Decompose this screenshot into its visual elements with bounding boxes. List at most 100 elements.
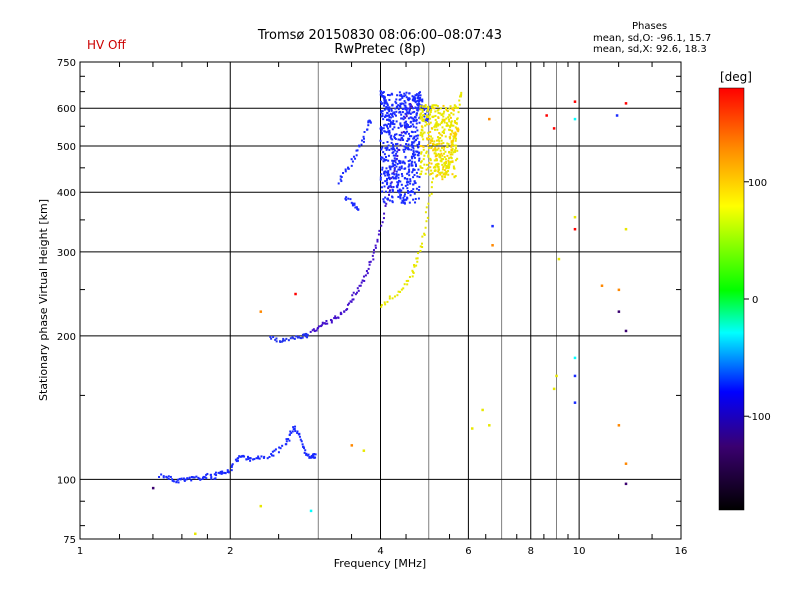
trace-point bbox=[330, 319, 333, 322]
cloud-point bbox=[439, 156, 442, 159]
cloud-point bbox=[384, 100, 387, 103]
trace-point bbox=[360, 143, 363, 146]
cloud-point bbox=[395, 98, 398, 101]
trace-point bbox=[342, 172, 345, 175]
trace-point bbox=[354, 206, 357, 209]
cloud-point bbox=[398, 105, 401, 108]
cloud-point bbox=[444, 150, 447, 153]
trace-point bbox=[425, 220, 428, 223]
cloud-point bbox=[394, 100, 397, 103]
trace-point bbox=[419, 245, 422, 248]
y-tick-label: 500 bbox=[57, 142, 76, 153]
cloud-point bbox=[441, 168, 444, 171]
scatter-point bbox=[151, 486, 155, 490]
scatter-point bbox=[617, 310, 621, 313]
cloud-point bbox=[388, 110, 391, 113]
trace-point bbox=[395, 165, 398, 168]
trace-point bbox=[400, 288, 403, 291]
trace-point bbox=[354, 157, 357, 160]
trace-point bbox=[195, 475, 198, 478]
scatter-point bbox=[481, 408, 484, 412]
trace-point bbox=[415, 126, 418, 129]
trace-point bbox=[447, 159, 450, 162]
cloud-point bbox=[382, 160, 385, 163]
cloud-point bbox=[439, 159, 442, 162]
cloud-point bbox=[429, 159, 432, 162]
trace-point bbox=[165, 475, 168, 478]
trace-point bbox=[413, 265, 416, 268]
cloud-point bbox=[455, 106, 458, 109]
trace-point bbox=[205, 477, 208, 480]
trace-point bbox=[443, 169, 446, 172]
cloud-point bbox=[410, 148, 413, 151]
cloud-point bbox=[421, 109, 424, 112]
cloud-point bbox=[414, 106, 417, 109]
cloud-point bbox=[450, 151, 453, 154]
cloud-point bbox=[442, 104, 445, 107]
cloud-point bbox=[385, 171, 388, 174]
cloud-point bbox=[425, 151, 428, 154]
cloud-point bbox=[424, 104, 427, 107]
cloud-point bbox=[445, 167, 448, 170]
cloud-point bbox=[401, 124, 404, 127]
cloud-point bbox=[391, 201, 394, 204]
cloud-point bbox=[391, 200, 394, 203]
trace-point bbox=[231, 463, 234, 466]
cloud-point bbox=[405, 120, 408, 123]
cloud-point bbox=[434, 128, 437, 131]
trace-point bbox=[230, 469, 233, 472]
cloud-point bbox=[386, 104, 389, 107]
trace-point bbox=[408, 275, 411, 278]
trace-point bbox=[404, 116, 407, 119]
cloud-point bbox=[406, 111, 409, 114]
cloud-point bbox=[422, 113, 425, 116]
trace-point bbox=[294, 425, 297, 428]
cloud-point bbox=[388, 199, 391, 202]
cloud-point bbox=[445, 124, 448, 127]
trace-point bbox=[415, 122, 418, 125]
trace-point bbox=[238, 455, 241, 458]
cloud-point bbox=[413, 140, 416, 143]
cloud-point bbox=[418, 157, 421, 160]
y-tick-label: 400 bbox=[57, 188, 76, 199]
cloud-point bbox=[443, 119, 446, 122]
phases-heading: Phases bbox=[632, 21, 668, 32]
cloud-point bbox=[426, 116, 429, 119]
cloud-point bbox=[392, 160, 395, 163]
cloud-point bbox=[400, 113, 403, 116]
trace-point bbox=[407, 191, 410, 194]
cloud-point bbox=[454, 144, 457, 147]
cloud-point bbox=[455, 122, 458, 125]
cloud-point bbox=[390, 108, 393, 111]
trace-point bbox=[253, 458, 256, 461]
trace-point bbox=[346, 308, 349, 311]
scatter-point bbox=[555, 374, 558, 378]
trace-point bbox=[298, 435, 301, 438]
colorbar-ticks: 100 0 -100 bbox=[744, 178, 771, 423]
cloud-point bbox=[432, 104, 435, 107]
cloud-point bbox=[381, 156, 384, 159]
trace-point bbox=[372, 249, 375, 252]
cloud-point bbox=[452, 109, 455, 112]
cloud-point bbox=[404, 184, 407, 187]
trace-point bbox=[288, 433, 291, 436]
cloud-point bbox=[380, 111, 383, 114]
axis-ticks: 1 2 4 6 8 10 16 75 100 200 300 400 500 600 750 bbox=[57, 58, 687, 557]
trace-point bbox=[454, 126, 457, 129]
trace-point bbox=[304, 449, 307, 452]
trace-point bbox=[287, 438, 290, 441]
trace-point bbox=[419, 94, 422, 97]
cloud-point bbox=[423, 154, 426, 157]
cloud-point bbox=[450, 149, 453, 152]
trace-point bbox=[406, 183, 409, 186]
scatter-point bbox=[624, 102, 628, 105]
trace-point bbox=[304, 334, 307, 337]
cloud-point bbox=[453, 167, 456, 170]
trace-point bbox=[240, 455, 243, 458]
cloud-point bbox=[393, 173, 396, 176]
cloud-point bbox=[379, 100, 382, 103]
trace-point bbox=[367, 120, 370, 123]
trace-point bbox=[223, 471, 226, 474]
cloud-point bbox=[441, 157, 444, 160]
scatter-point bbox=[488, 117, 491, 121]
